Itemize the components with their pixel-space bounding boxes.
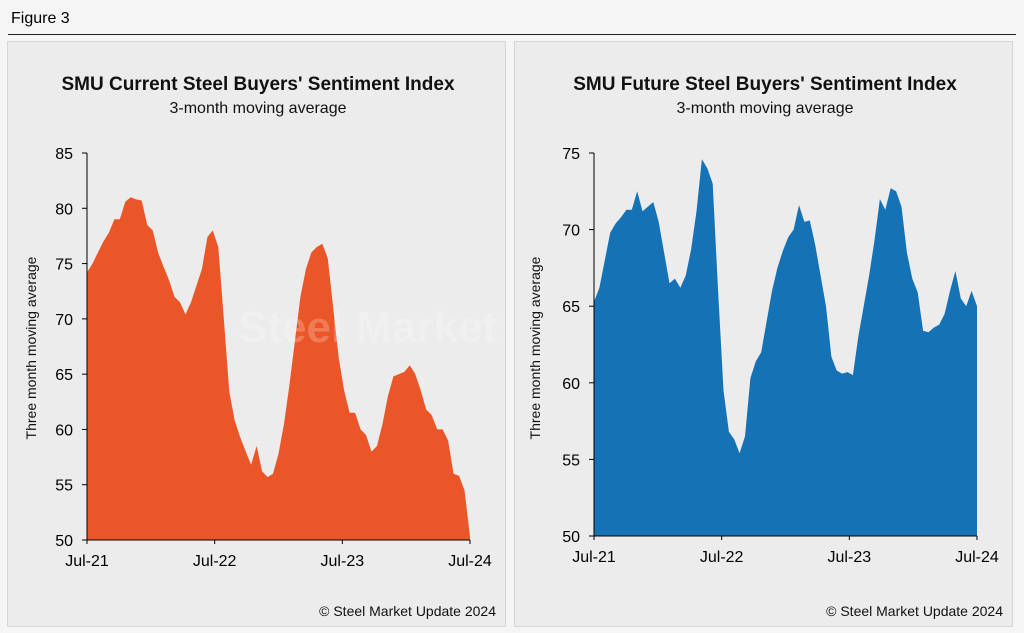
y-tick-label: 75 [55,257,73,274]
x-tick-label: Jul-22 [193,553,237,570]
y-tick-label: 65 [562,299,580,316]
figure-label: Figure 3 [11,10,70,27]
y-tick-label: 55 [562,452,580,469]
future-sentiment-panel: SMU Future Steel Buyers' Sentiment Index… [514,41,1013,627]
y-tick-label: 85 [55,146,73,163]
figure-header: Figure 3 [8,4,1016,35]
y-tick-label: 80 [55,201,73,218]
future-sentiment-chart: SMU Future Steel Buyers' Sentiment Index… [527,74,1003,619]
x-tick-label: Jul-21 [572,549,616,566]
x-tick-label: Jul-23 [321,553,365,570]
y-tick-label: 75 [562,146,580,163]
x-tick-label: Jul-24 [448,553,492,570]
y-axis-label: Three month moving average [527,256,543,439]
x-tick-label: Jul-22 [700,549,744,566]
copyright: © Steel Market Update 2024 [826,603,1003,619]
y-axis-label: Three month moving average [23,256,39,439]
y-tick-label: 60 [562,376,580,393]
chart-subtitle: 3-month moving average [677,100,854,117]
y-tick-label: 50 [562,529,580,546]
chart-subtitle: 3-month moving average [170,100,347,117]
series-area [87,197,470,540]
x-tick-label: Jul-21 [65,553,109,570]
y-tick-label: 60 [55,422,73,439]
chart-title: SMU Current Steel Buyers' Sentiment Inde… [61,74,454,95]
copyright: © Steel Market Update 2024 [319,603,496,619]
current-sentiment-chart: SMU Current Steel Buyers' Sentiment Inde… [23,74,507,619]
chart-title: SMU Future Steel Buyers' Sentiment Index [573,74,957,95]
y-tick-label: 70 [55,312,73,329]
y-tick-label: 55 [55,478,73,495]
watermark: Steel Market Update [238,303,507,352]
x-tick-label: Jul-23 [828,549,872,566]
y-tick-label: 50 [55,533,73,550]
x-tick-label: Jul-24 [955,549,999,566]
y-tick-label: 65 [55,367,73,384]
current-sentiment-panel: SMU Current Steel Buyers' Sentiment Inde… [7,41,507,627]
y-tick-label: 70 [562,223,580,240]
series-area [594,159,977,536]
